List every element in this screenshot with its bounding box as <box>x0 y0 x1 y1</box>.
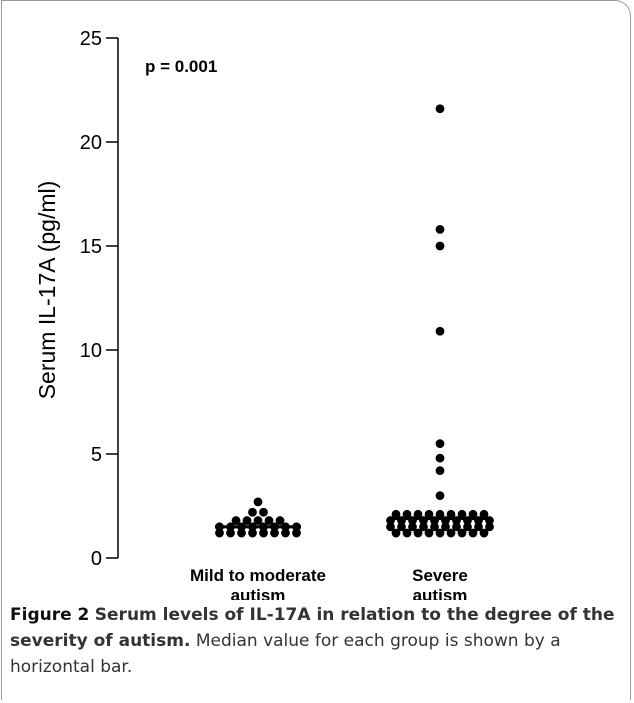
median-bars <box>215 516 489 529</box>
figure-label: Figure 2 <box>10 605 90 625</box>
data-point <box>452 522 461 532</box>
data-point <box>237 528 246 538</box>
data-point <box>253 516 263 525</box>
data-point <box>457 528 467 538</box>
data-point <box>248 507 257 517</box>
figure-caption-text: Median value for each group is shown by … <box>10 631 561 677</box>
data-point <box>413 528 423 538</box>
data-point <box>391 528 401 538</box>
data-point <box>413 509 423 519</box>
data-points <box>215 104 494 538</box>
figure-caption: Figure 2 Serum levels of IL-17A in relat… <box>10 602 620 680</box>
data-point <box>441 522 450 532</box>
figure-title: Serum levels of IL-17A in relation to th… <box>10 605 615 651</box>
data-point <box>386 522 395 532</box>
y-tick-label: 10 <box>80 340 102 362</box>
data-point <box>231 516 241 525</box>
data-point <box>479 528 489 538</box>
data-point <box>435 104 445 114</box>
data-point <box>402 509 412 519</box>
data-point <box>402 528 412 538</box>
data-point <box>275 516 285 525</box>
data-point <box>435 241 445 251</box>
data-point <box>259 507 268 517</box>
data-point <box>435 439 445 448</box>
data-point <box>270 528 279 538</box>
data-point <box>457 509 467 519</box>
data-point <box>242 516 252 525</box>
data-point <box>253 497 263 507</box>
data-point <box>435 509 445 519</box>
p-value-annotation: p = 0.001 <box>145 57 217 76</box>
x-category-label: Mild to moderate autism <box>190 566 326 600</box>
data-point <box>435 528 445 538</box>
y-tick-label: 20 <box>80 132 102 154</box>
data-point <box>435 224 445 234</box>
data-point <box>446 528 456 538</box>
data-point <box>435 491 445 500</box>
data-point <box>248 528 257 538</box>
data-point <box>408 522 417 532</box>
data-point <box>419 522 428 532</box>
x-category-labels: Mild to moderate autism Severe autism <box>190 566 468 600</box>
y-tick-label: 0 <box>91 548 102 570</box>
y-tick-label: 5 <box>91 444 102 466</box>
data-point <box>292 528 301 538</box>
data-point <box>435 326 445 336</box>
y-axis-label: Serum IL-17A (pg/ml) <box>34 181 60 400</box>
data-point <box>424 509 434 519</box>
data-point <box>468 509 478 519</box>
data-point <box>485 522 494 532</box>
data-point <box>468 528 478 538</box>
data-point <box>264 516 274 525</box>
data-point <box>424 528 434 538</box>
data-point <box>435 453 445 463</box>
y-tick-label: 15 <box>80 236 102 258</box>
data-point <box>391 509 401 519</box>
data-point <box>435 466 445 476</box>
data-point <box>226 528 235 538</box>
data-point <box>215 528 224 538</box>
data-point <box>281 528 290 538</box>
y-ticks: 0 5 10 15 20 25 <box>80 28 118 570</box>
scatter-chart: 0 5 10 15 20 25 Serum IL-17A (pg/ml) p = 0.00… <box>34 28 494 600</box>
data-point <box>397 522 406 532</box>
data-point <box>463 522 472 532</box>
data-point <box>479 509 489 519</box>
y-tick-label: 25 <box>80 28 102 50</box>
data-point <box>430 522 439 532</box>
x-category-label: Severe autism <box>412 566 468 600</box>
data-point <box>259 528 268 538</box>
data-point <box>474 522 483 532</box>
data-point <box>446 509 456 519</box>
